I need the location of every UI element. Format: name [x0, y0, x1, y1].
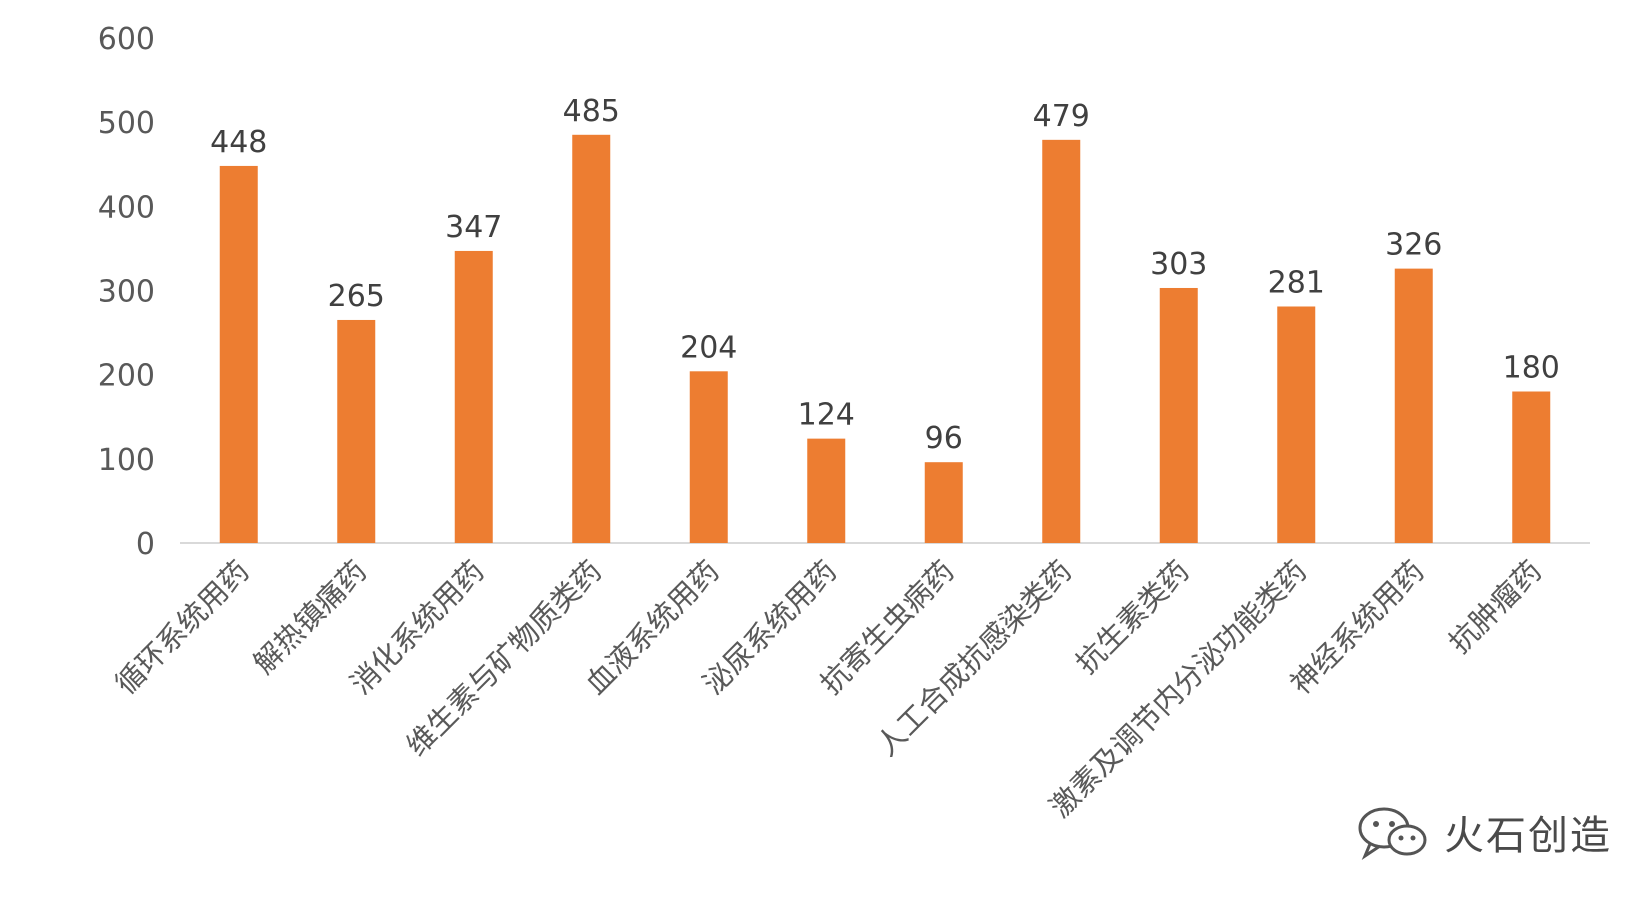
y-tick-label: 200 [98, 359, 155, 394]
data-label: 96 [925, 421, 963, 456]
bar [337, 319, 376, 543]
category-label: 抗肿瘤药 [1442, 554, 1548, 660]
bar [1042, 139, 1081, 543]
bar [572, 134, 611, 543]
wechat-icon [1358, 807, 1427, 860]
bar [219, 165, 258, 543]
category-label: 抗生素类药 [1069, 554, 1196, 681]
bar [689, 371, 728, 543]
data-labels: 448 265 347 485 204 124 96 479 303 281 326 180 [210, 94, 1560, 456]
data-label: 479 [1033, 99, 1090, 134]
watermark: 火石创造 [1352, 802, 1612, 862]
data-label: 448 [210, 125, 267, 160]
category-label: 人工合成抗感染类药 [870, 554, 1079, 763]
bars [219, 134, 1551, 544]
data-label: 326 [1385, 228, 1442, 263]
data-label: 281 [1268, 265, 1325, 300]
data-label: 485 [563, 94, 620, 129]
data-label: 124 [798, 398, 855, 433]
category-labels: 循环系统用药解热镇痛药消化系统用药维生素与矿物质类药血液系统用药泌尿系统用药抗寄… [109, 554, 1549, 824]
y-tick-label: 0 [136, 527, 155, 562]
data-label: 303 [1150, 247, 1207, 282]
category-label: 解热镇痛药 [247, 554, 374, 681]
data-label: 180 [1503, 351, 1560, 386]
bar [1394, 268, 1433, 543]
y-tick-label: 500 [98, 106, 155, 141]
category-label: 循环系统用药 [109, 554, 256, 701]
y-tick-label: 400 [98, 190, 155, 225]
watermark-text: 火石创造 [1444, 813, 1612, 859]
data-label: 204 [680, 330, 737, 365]
y-tick-label: 300 [98, 275, 155, 310]
data-label: 347 [445, 210, 502, 245]
bar [807, 438, 846, 543]
data-label: 265 [328, 279, 385, 314]
category-label: 维生素与矿物质类药 [400, 554, 609, 763]
y-tick-label: 600 [98, 22, 155, 57]
bar [1277, 306, 1316, 543]
bar [924, 462, 963, 543]
bar [1159, 287, 1198, 543]
bar [1512, 391, 1551, 543]
y-axis-ticks: 0 100 200 300 400 500 600 [98, 22, 155, 562]
y-tick-label: 100 [98, 443, 155, 478]
bar [454, 250, 493, 544]
